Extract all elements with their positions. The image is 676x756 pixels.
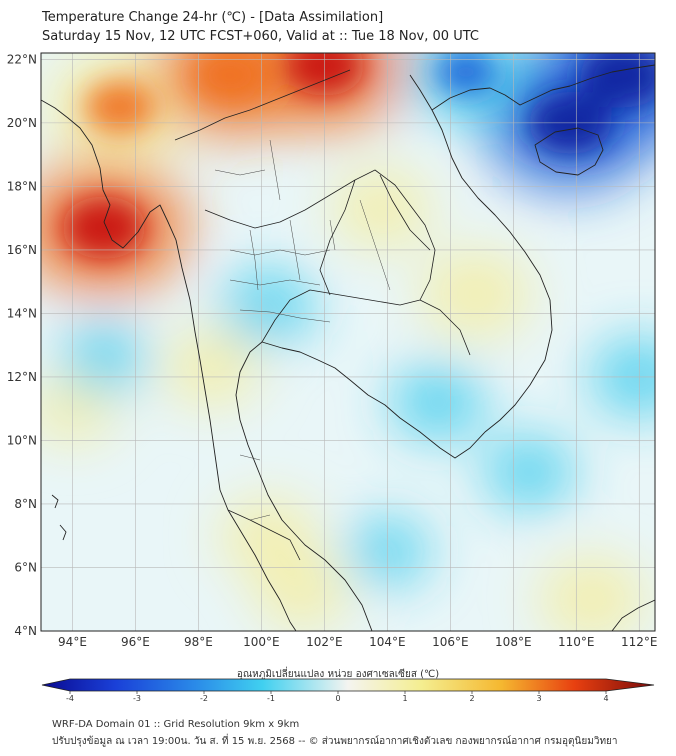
lon-tick-label: 104°E: [369, 635, 406, 649]
anomaly-blob-14: [220, 269, 315, 345]
gulf-of-tonkin-coast: [431, 64, 655, 111]
lat-tick-label: 16°N: [7, 243, 37, 257]
lon-tick-label: 108°E: [495, 635, 532, 649]
lat-tick-label: 20°N: [7, 116, 37, 130]
lon-tick-label: 106°E: [432, 635, 469, 649]
colorbar-tick-label: 2: [469, 694, 474, 703]
anomaly-core-1: [61, 196, 146, 260]
lon-tick-label: 100°E: [243, 635, 280, 649]
anomaly-core-2: [192, 53, 268, 104]
colorbar-tick-label: -4: [66, 694, 74, 703]
anomaly-blob-8: [218, 496, 317, 575]
colorbar-tick-label: 1: [402, 694, 407, 703]
myanmar-coastline: [41, 99, 221, 491]
map-frame: [40, 52, 656, 632]
colorbar-tick-label: 4: [603, 694, 608, 703]
map-title: Temperature Change 24-hr (℃) - [Data Ass…: [42, 10, 384, 25]
footer-credit: ปรับปรุงข้อมูล ณ เวลา 19:00น. วัน ส. ที่…: [52, 736, 618, 747]
graticule: [41, 53, 655, 631]
anomaly-blob-16: [60, 322, 148, 393]
anomaly-core-13: [436, 53, 496, 95]
anomaly-field: [41, 53, 655, 631]
lat-tick-label: 10°N: [7, 433, 37, 447]
anomaly-blob-5: [419, 249, 532, 340]
lat-tick-label: 12°N: [7, 370, 37, 384]
lon-tick-label: 102°E: [306, 635, 343, 649]
anomaly-blob-6: [537, 555, 647, 631]
colorbar-gradient: [41, 678, 655, 692]
anomaly-blob-19: [483, 435, 575, 509]
lon-tick-label: 110°E: [558, 635, 595, 649]
map-subtitle: Saturday 15 Nov, 12 UTC FCST+060, Valid …: [42, 29, 479, 44]
colorbar-tick-label: -3: [133, 694, 141, 703]
lat-tick-label: 4°N: [14, 624, 37, 638]
anomaly-core-12: [579, 53, 655, 108]
gulf-of-thailand-coast: [235, 74, 553, 631]
footer-model-info: WRF-DA Domain 01 :: Grid Resolution 9km …: [52, 719, 300, 730]
colorbar-title: อุณหภูมิเปลี่ยนแปลง หน่วย องศาเซลเซียส (…: [236, 669, 440, 680]
colorbar-tick-label: 0: [335, 694, 340, 703]
hainan-island: [534, 127, 604, 176]
anomaly-blob-9: [255, 555, 350, 631]
lon-tick-label: 98°E: [184, 635, 213, 649]
colorbar-tick-label: 3: [536, 694, 541, 703]
temperature-change-map: 22°N 20°N 18°N 16°N 14°N 12°N 10°N 8°N 6°N 4°N 94…: [7, 52, 658, 649]
colorbar: -4 -3 -2 -1 0 1 2 3 4: [41, 678, 655, 703]
anomaly-blob-4: [330, 168, 432, 250]
latitude-labels: 22°N 20°N 18°N 16°N 14°N 12°N 10°N 8°N 6°N 4°N: [7, 52, 37, 638]
colorbar-tick-label: -1: [267, 694, 275, 703]
longitude-labels: 94°E 96°E 98°E 100°E 102°E 104°E 106°E 108°E 110…: [58, 635, 657, 649]
peninsula-west-coast: [219, 489, 297, 631]
lat-tick-label: 6°N: [14, 560, 37, 574]
lon-tick-label: 96°E: [121, 635, 150, 649]
anomaly-core-0: [84, 80, 155, 134]
map-plot-area: [41, 53, 655, 631]
lat-tick-label: 8°N: [14, 497, 37, 511]
lat-tick-label: 22°N: [7, 52, 37, 66]
andaman-islands: [51, 494, 67, 541]
colorbar-tick-label: -2: [200, 694, 208, 703]
anomaly-blob-7: [162, 328, 261, 407]
lon-tick-label: 112°E: [621, 635, 658, 649]
province-borders: [214, 139, 391, 521]
country-borders: [174, 69, 471, 561]
lat-tick-label: 14°N: [7, 306, 37, 320]
lon-tick-label: 94°E: [58, 635, 87, 649]
anomaly-blob-15: [390, 364, 485, 441]
colorbar-ticks: -4 -3 -2 -1 0 1 2 3 4: [66, 691, 609, 703]
borneo-coast: [611, 599, 655, 631]
lat-tick-label: 18°N: [7, 179, 37, 193]
coastlines-borders: [41, 64, 655, 631]
